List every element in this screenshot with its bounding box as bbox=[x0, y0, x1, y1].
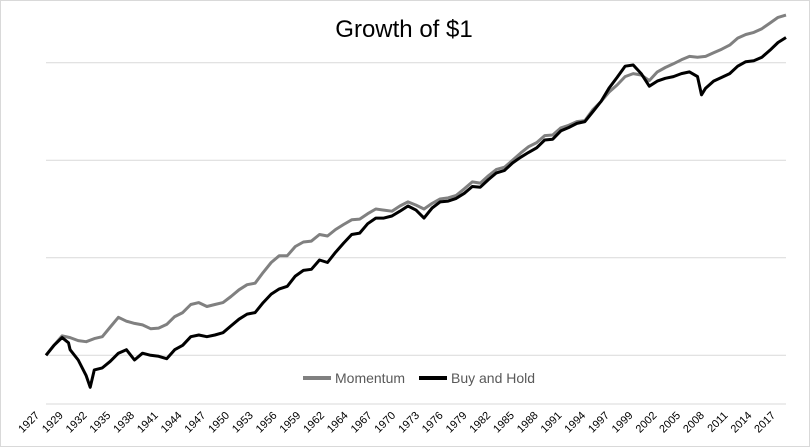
x-tick-label: 1982 bbox=[467, 410, 493, 436]
x-tick-label: 1956 bbox=[254, 410, 280, 436]
x-tick-label: 2002 bbox=[634, 410, 660, 436]
x-tick-label: 1962 bbox=[301, 410, 327, 436]
x-tick-label: 1997 bbox=[586, 410, 612, 436]
x-tick-label: 1953 bbox=[230, 410, 256, 436]
legend-label-buy-and-hold: Buy and Hold bbox=[451, 370, 535, 386]
chart-title: Growth of $1 bbox=[335, 16, 472, 43]
x-tick-label: 1988 bbox=[515, 410, 541, 436]
x-tick-label: 1927 bbox=[16, 410, 42, 436]
gridlines bbox=[46, 62, 786, 405]
x-tick-label: 1985 bbox=[491, 410, 517, 436]
legend: Momentum Buy and Hold bbox=[303, 370, 535, 386]
x-tick-label: 1944 bbox=[159, 410, 185, 436]
x-tick-label: 2008 bbox=[681, 410, 707, 436]
x-tick-label: 1967 bbox=[349, 410, 375, 436]
series-lines bbox=[44, 13, 787, 389]
x-tick-label: 1991 bbox=[539, 410, 565, 436]
x-tick-label: 2014 bbox=[729, 410, 755, 436]
x-tick-label: 1959 bbox=[278, 410, 304, 436]
x-tick-label: 1964 bbox=[325, 410, 351, 436]
series-line-buy-and-hold bbox=[44, 36, 787, 389]
x-tick-label: 1950 bbox=[206, 410, 232, 436]
x-tick-label: 1994 bbox=[562, 410, 588, 436]
x-tick-label: 1976 bbox=[420, 410, 446, 436]
x-tick-label: 1973 bbox=[396, 410, 422, 436]
x-tick-label: 1929 bbox=[40, 410, 66, 436]
x-tick-label: 1947 bbox=[183, 410, 209, 436]
x-tick-label: 1938 bbox=[111, 410, 137, 436]
x-tick-label: 1979 bbox=[444, 410, 470, 436]
x-axis: 1927192919321935193819411944194719501953… bbox=[16, 410, 778, 436]
series-line-momentum bbox=[44, 13, 787, 357]
x-tick-label: 2017 bbox=[752, 410, 778, 436]
x-tick-label: 2011 bbox=[705, 410, 730, 435]
x-tick-label: 1970 bbox=[372, 410, 398, 436]
x-tick-label: 1999 bbox=[610, 410, 636, 436]
legend-label-momentum: Momentum bbox=[335, 370, 405, 386]
x-tick-label: 1935 bbox=[88, 410, 114, 436]
x-tick-label: 1932 bbox=[64, 410, 90, 436]
x-tick-label: 2005 bbox=[657, 410, 683, 436]
x-tick-label: 1941 bbox=[135, 410, 161, 436]
